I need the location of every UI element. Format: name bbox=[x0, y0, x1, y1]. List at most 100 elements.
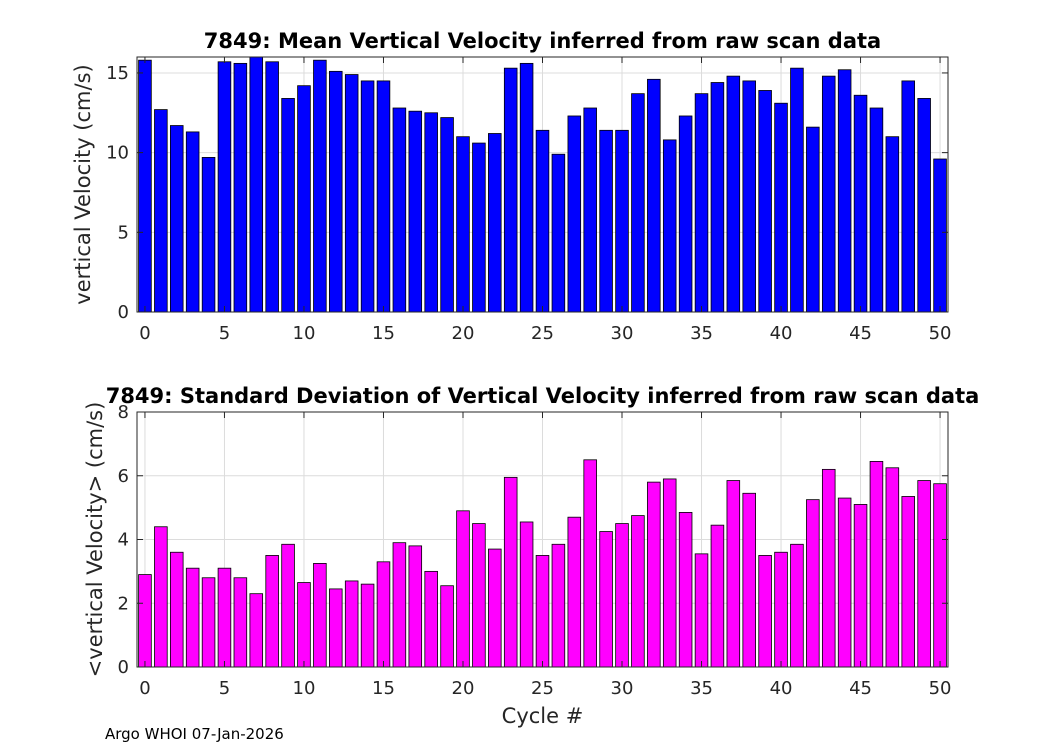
bar bbox=[138, 59, 152, 313]
y-axis-label: vertical Velocity (cm/s) bbox=[71, 64, 95, 304]
x-tick-label: 20 bbox=[452, 678, 475, 699]
bar bbox=[185, 567, 200, 668]
bar bbox=[169, 125, 184, 313]
x-tick-label: 25 bbox=[531, 678, 554, 699]
bar bbox=[376, 80, 391, 313]
x-tick-label: 35 bbox=[690, 323, 713, 344]
x-tick-label: 40 bbox=[770, 323, 793, 344]
bar bbox=[440, 117, 454, 313]
bar bbox=[615, 129, 629, 313]
chart-title: 7849: Standard Deviation of Vertical Vel… bbox=[106, 384, 980, 408]
footer-credit: Argo WHOI 07-Jan-2026 bbox=[105, 725, 284, 743]
bar bbox=[933, 158, 947, 313]
bar bbox=[837, 69, 852, 313]
x-tick-label: 15 bbox=[372, 678, 395, 699]
x-tick-label: 25 bbox=[531, 323, 554, 344]
bar bbox=[503, 476, 518, 668]
bar bbox=[456, 136, 470, 313]
y-tick-label: 0 bbox=[118, 302, 129, 323]
bar bbox=[678, 512, 693, 668]
bar bbox=[662, 478, 677, 668]
bar bbox=[901, 496, 916, 668]
bar bbox=[742, 80, 756, 313]
y-tick-label: 4 bbox=[118, 530, 129, 551]
bar bbox=[154, 109, 168, 313]
bar bbox=[456, 510, 470, 668]
x-tick-label: 50 bbox=[929, 678, 952, 699]
y-axis-label: <vertical Velocity> (cm/s) bbox=[83, 402, 107, 678]
top-chart: 0 5 10 15 20 25 30 35 40 45 50 0 5 10 15 7849: Mean Ver… bbox=[71, 29, 952, 344]
bar bbox=[647, 481, 661, 668]
bar bbox=[281, 543, 295, 668]
bar bbox=[472, 523, 486, 668]
y-tick-label: 8 bbox=[118, 402, 129, 423]
x-tick-label: 30 bbox=[611, 678, 634, 699]
bar bbox=[917, 98, 931, 313]
bar bbox=[535, 555, 550, 668]
bar bbox=[440, 585, 454, 668]
bar bbox=[615, 523, 629, 668]
y-tick-label: 6 bbox=[118, 466, 129, 487]
bar bbox=[662, 139, 677, 313]
x-tick-label: 0 bbox=[139, 323, 150, 344]
bar bbox=[519, 62, 534, 313]
bar bbox=[488, 133, 502, 313]
bar bbox=[297, 85, 311, 313]
bar bbox=[408, 110, 423, 313]
bar bbox=[281, 98, 295, 313]
bar bbox=[488, 548, 502, 668]
bar bbox=[885, 136, 900, 313]
y-tick-label: 2 bbox=[118, 593, 129, 614]
x-tick-label: 50 bbox=[929, 323, 952, 344]
x-tick-label: 45 bbox=[849, 323, 872, 344]
bar bbox=[249, 56, 264, 313]
bar bbox=[647, 78, 661, 313]
bar bbox=[392, 107, 407, 313]
bar bbox=[360, 583, 375, 668]
bar bbox=[917, 480, 931, 668]
bar bbox=[678, 115, 693, 313]
bar bbox=[869, 461, 884, 668]
bar bbox=[726, 75, 741, 313]
x-tick-label: 40 bbox=[770, 678, 793, 699]
bar bbox=[583, 459, 597, 668]
bar bbox=[138, 574, 152, 668]
bar bbox=[344, 74, 359, 313]
bar bbox=[742, 492, 756, 668]
bar bbox=[631, 515, 645, 668]
bar bbox=[551, 153, 566, 313]
bar bbox=[376, 561, 391, 668]
bar bbox=[774, 551, 788, 668]
bar bbox=[853, 94, 868, 313]
bar bbox=[933, 483, 947, 668]
bar bbox=[901, 80, 916, 313]
bar bbox=[869, 107, 884, 313]
x-tick-label: 45 bbox=[849, 678, 872, 699]
bar bbox=[424, 570, 438, 668]
bar bbox=[313, 563, 327, 668]
y-tick-label: 5 bbox=[118, 222, 129, 243]
bar bbox=[154, 526, 168, 668]
bar bbox=[710, 524, 725, 668]
bar bbox=[806, 499, 820, 668]
bar bbox=[201, 577, 216, 668]
bar bbox=[567, 115, 582, 313]
bar bbox=[853, 504, 868, 668]
bar bbox=[329, 70, 343, 313]
x-tick-label: 30 bbox=[611, 323, 634, 344]
bar bbox=[535, 129, 550, 313]
bar bbox=[694, 93, 709, 313]
bar bbox=[249, 593, 264, 668]
bar bbox=[694, 553, 709, 668]
x-axis-label: Cycle # bbox=[502, 704, 584, 728]
bar bbox=[567, 516, 582, 668]
bar bbox=[265, 61, 279, 313]
y-tick-label: 10 bbox=[106, 143, 129, 164]
bar bbox=[551, 543, 566, 668]
bar bbox=[329, 588, 343, 668]
bar bbox=[297, 582, 311, 668]
bar bbox=[758, 555, 772, 668]
bar bbox=[233, 577, 248, 668]
x-tick-label: 35 bbox=[690, 678, 713, 699]
